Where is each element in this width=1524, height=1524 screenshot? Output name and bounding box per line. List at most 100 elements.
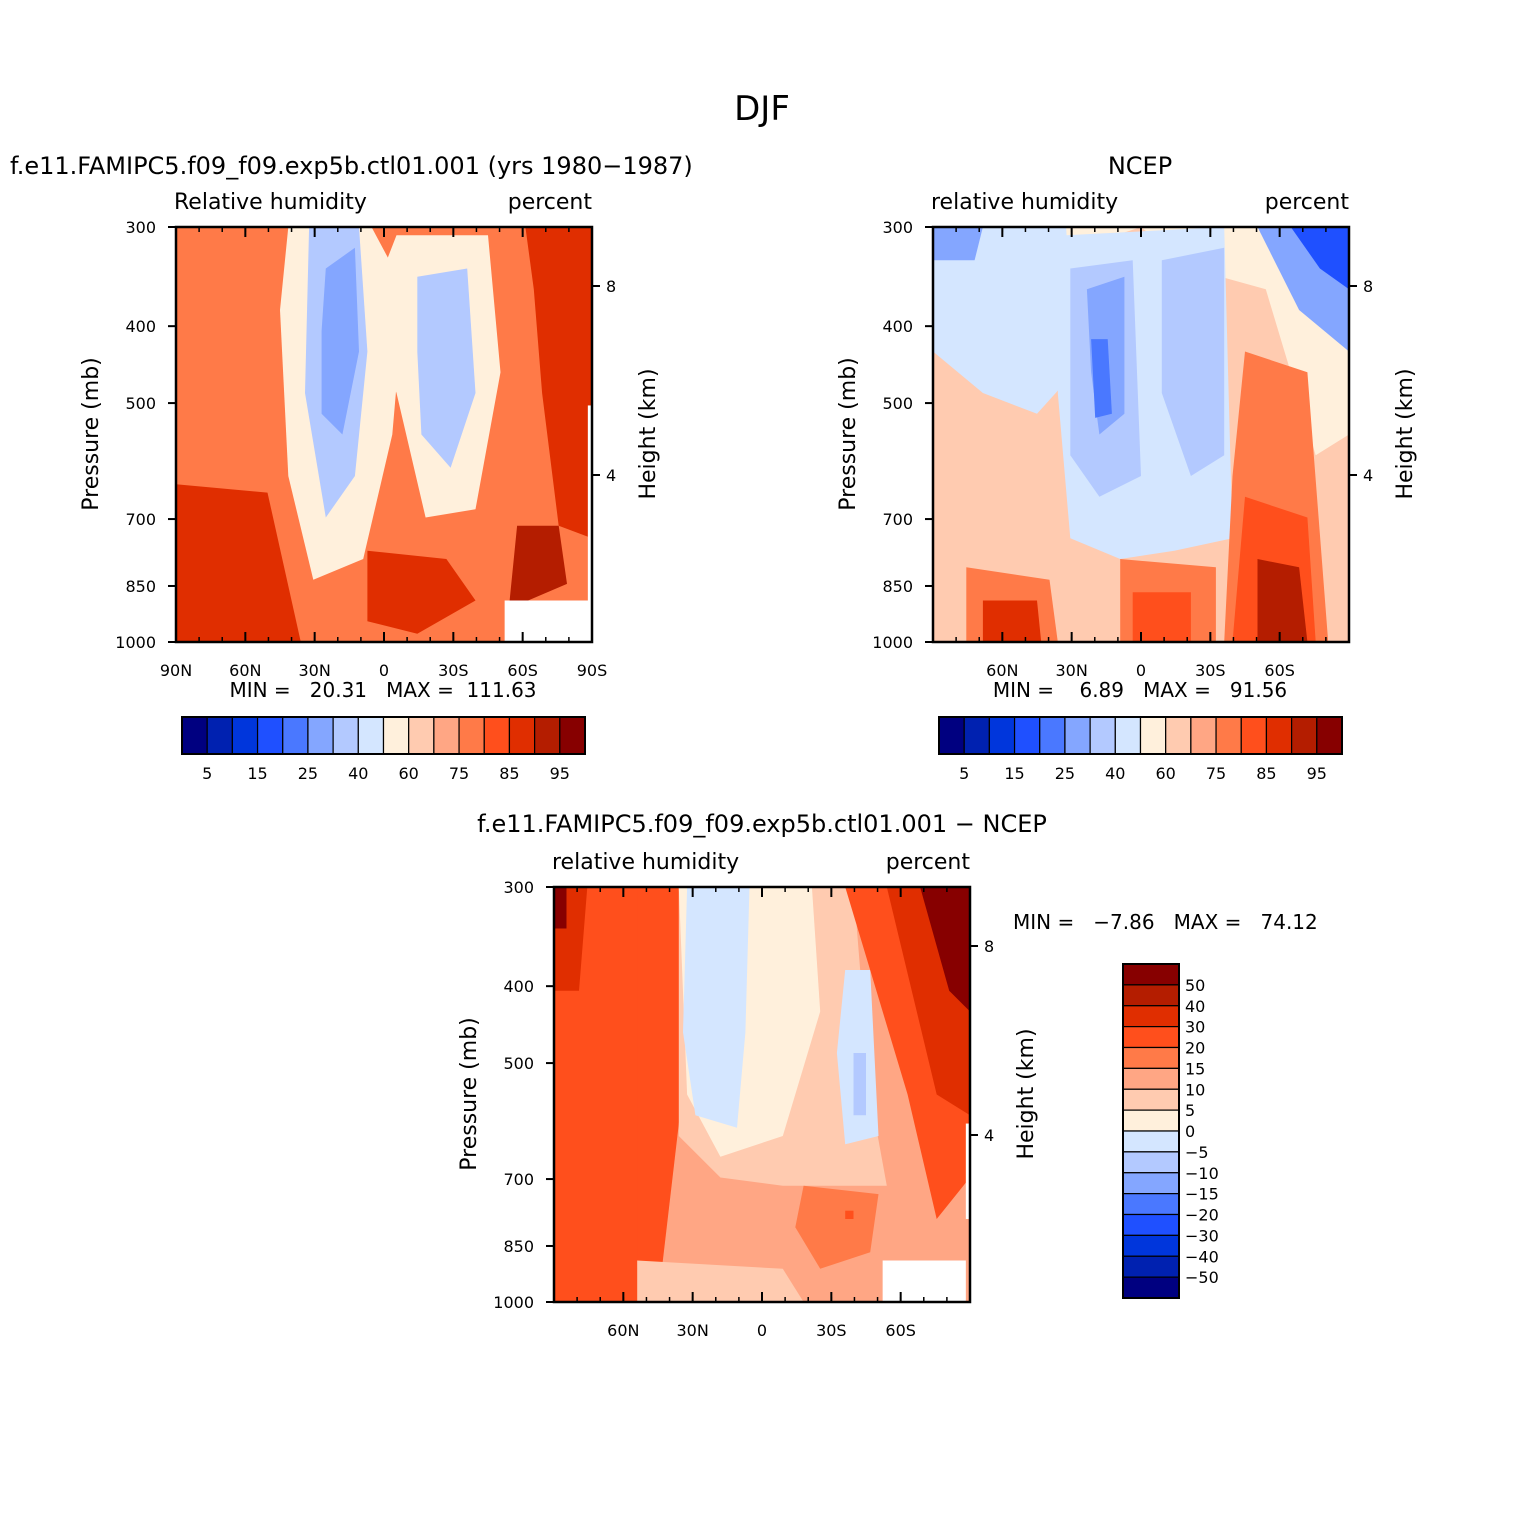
colorbar-label: −50 (1185, 1268, 1219, 1287)
panel-ncep-ylabel-right: Height (km) (1393, 368, 1418, 499)
contour-region (417, 268, 476, 468)
colorbar-label: 40 (1185, 997, 1205, 1016)
panel-model-ylabel-right: Height (km) (636, 368, 661, 499)
colorbar-label: 5 (202, 764, 212, 783)
colorbar-swatch (1122, 1005, 1180, 1028)
colorbar-swatch (1114, 716, 1142, 755)
y-right-tick-label: 8 (1363, 277, 1373, 296)
y-tick-label: 300 (125, 218, 156, 237)
panel-model-title: f.e11.FAMIPC5.f09_f09.exp5b.ctl01.001 (y… (10, 152, 693, 180)
contour-region (508, 525, 567, 609)
panel-model-contour-field (176, 227, 592, 642)
panel-ncep: NCEP relative humidity percent 300400500… (836, 152, 1418, 783)
colorbar-label: 75 (449, 764, 469, 783)
colorbar-label: 25 (298, 764, 318, 783)
missing-data-mask (587, 405, 592, 642)
colorbar-swatch (1013, 716, 1041, 755)
panel-model-stats: MIN = 20.31 MAX = 111.63 (229, 678, 536, 702)
panel-diff-units-label: percent (886, 850, 971, 875)
colorbar-swatch (332, 716, 359, 755)
contour-region (367, 550, 476, 634)
panel-diff-ylabel: Pressure (mb) (457, 1017, 482, 1171)
colorbar-swatch (988, 716, 1016, 755)
colorbar-swatch (231, 716, 259, 755)
colorbar-label: 5 (959, 764, 969, 783)
colorbar-label: 15 (1004, 764, 1024, 783)
colorbar-swatch (1122, 1213, 1180, 1236)
colorbar-swatch (1165, 716, 1192, 755)
contour-region (795, 1185, 879, 1269)
colorbar-swatch (534, 716, 561, 755)
colorbar-swatch (1122, 1109, 1180, 1132)
contour-region (982, 600, 1042, 642)
figure-title: DJF (734, 89, 790, 129)
colorbar-label: 40 (348, 764, 368, 783)
colorbar-frame (1122, 963, 1180, 1299)
y-tick-label: 300 (503, 878, 534, 897)
colorbar-swatch (1089, 716, 1116, 755)
panel-ncep-variable-label: relative humidity (931, 190, 1118, 215)
y-tick-label: 700 (882, 510, 913, 529)
colorbar-label: 50 (1185, 976, 1205, 995)
colorbar-swatch (559, 716, 586, 755)
y-tick-label: 400 (125, 317, 156, 336)
x-tick-label: 60N (986, 661, 1018, 680)
colorbar-label: 15 (1185, 1059, 1205, 1078)
contour-region (683, 887, 750, 1128)
panel-ncep-stats: MIN = 6.89 MAX = 91.56 (993, 678, 1287, 702)
colorbar-swatch (458, 716, 485, 755)
missing-data-mask (882, 1260, 966, 1302)
colorbar-label: 20 (1185, 1039, 1205, 1058)
colorbar-swatch (1139, 716, 1167, 755)
colorbar-frame (938, 716, 1343, 755)
x-tick-label: 30N (1056, 661, 1088, 680)
panel-diff-ylabel-right: Height (km) (1014, 1028, 1039, 1159)
colorbar-label: 60 (399, 764, 419, 783)
panel-model-axes: 300 400 500 700 850 1000 8 4 90N 60N 30N 0 30S 60S 90S (115, 218, 616, 680)
colorbar-label: 30 (1185, 1018, 1205, 1037)
colorbar-swatch (1122, 1130, 1180, 1153)
colorbar-swatch (1122, 984, 1180, 1007)
colorbar-swatch (1122, 1046, 1180, 1069)
colorbar-swatch (256, 716, 284, 755)
colorbar-label: −15 (1185, 1185, 1219, 1204)
colorbar-swatch (1122, 1088, 1180, 1111)
colorbar-label: −10 (1185, 1164, 1219, 1183)
contour-region (176, 484, 301, 642)
x-tick-label: 30S (438, 661, 469, 680)
colorbar-swatch (1122, 1234, 1180, 1257)
panel-diff-variable-label: relative humidity (552, 850, 739, 875)
panel-model: f.e11.FAMIPC5.f09_f09.exp5b.ctl01.001 (y… (10, 152, 693, 783)
y-right-tick-label: 8 (606, 277, 616, 296)
y-tick-label: 1000 (872, 633, 913, 652)
x-tick-label: 30N (677, 1321, 709, 1340)
colorbar-swatch (408, 716, 435, 755)
y-tick-label: 400 (503, 977, 534, 996)
y-right-tick-label: 4 (984, 1126, 994, 1145)
colorbar-label: 85 (499, 764, 519, 783)
colorbar-swatch (1190, 716, 1217, 755)
colorbar-swatch (963, 716, 990, 755)
contour-region (1257, 559, 1308, 642)
contour-region (933, 227, 1075, 414)
y-tick-label: 700 (125, 510, 156, 529)
colorbar-label: 15 (247, 764, 267, 783)
panel-ncep-units-label: percent (1265, 190, 1350, 215)
colorbar-label: −40 (1185, 1247, 1219, 1266)
y-right-tick-label: 4 (1363, 466, 1373, 485)
panel-diff: f.e11.FAMIPC5.f09_f09.exp5b.ctl01.001 − … (457, 810, 1318, 1340)
y-tick-label: 850 (882, 577, 913, 596)
y-tick-label: 850 (503, 1237, 534, 1256)
contour-region (554, 887, 567, 929)
colorbar-label: −5 (1185, 1143, 1209, 1162)
colorbar-swatch (938, 716, 965, 755)
contour-region (920, 887, 970, 1012)
colorbar-swatch (1122, 1276, 1180, 1299)
colorbar-swatch (1122, 1151, 1180, 1174)
panel-diff-contour-field (554, 887, 970, 1302)
panel-ncep-ylabel: Pressure (mb) (836, 357, 861, 511)
panel-ncep-colorbar: 5 15 25 40 60 75 85 95 (938, 716, 1343, 783)
panel-ncep-title: NCEP (1108, 152, 1172, 180)
contour-region (933, 227, 983, 261)
